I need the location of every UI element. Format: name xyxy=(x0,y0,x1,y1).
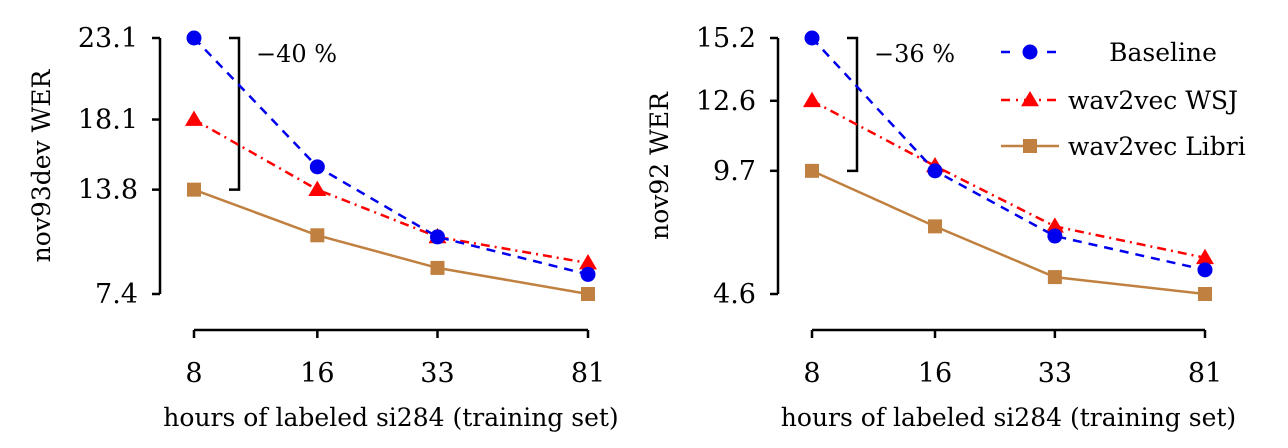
series-line xyxy=(811,169,1206,296)
series-line xyxy=(193,37,589,276)
reduction-label: −36 % xyxy=(874,40,955,68)
legend-item-baseline: Baseline xyxy=(1001,38,1217,67)
y-axis: 7.4 13.8 18.1 23.1 xyxy=(78,23,162,310)
data-point xyxy=(187,182,201,197)
x-axis-label: hours of labeled si284 (training set) xyxy=(163,403,618,432)
data-point xyxy=(429,229,445,245)
series-wav2vec-libri xyxy=(805,163,1212,301)
x-tick-label: 33 xyxy=(1038,358,1072,389)
series-line xyxy=(811,99,1206,259)
circle-marker-icon xyxy=(1022,44,1038,60)
reduction-annotation: −40 % xyxy=(229,36,337,191)
data-point xyxy=(1197,262,1213,278)
y-tick-label: 9.7 xyxy=(713,156,756,187)
series-line xyxy=(193,188,589,296)
x-axis: 8 16 33 81 xyxy=(803,328,1222,389)
data-point xyxy=(309,159,325,175)
y-tick-label: 7.4 xyxy=(95,279,138,310)
legend-item-wav2vec-libri: wav2vec Libri xyxy=(1001,132,1246,161)
x-tick-label: 16 xyxy=(300,358,334,389)
x-tick-label: 81 xyxy=(571,358,605,389)
y-axis-label: nov92 WER xyxy=(645,91,674,240)
data-point xyxy=(805,163,819,178)
series-wav2vec-wsj xyxy=(803,91,1214,265)
legend-label: wav2vec Libri xyxy=(1068,132,1246,161)
data-point xyxy=(580,266,596,282)
y-axis-label: nov93dev WER xyxy=(27,68,56,262)
y-tick-label: 15.2 xyxy=(696,23,756,54)
x-axis-label: hours of labeled si284 (training set) xyxy=(781,403,1236,432)
series-baseline xyxy=(186,30,596,282)
legend-label: wav2vec WSJ xyxy=(1068,86,1238,115)
y-tick-label: 13.8 xyxy=(78,175,138,206)
right-chart-nov92: 4.6 9.7 12.6 15.2 8 16 33 81 nov92 WER hours o… xyxy=(645,23,1236,432)
y-tick-label: 12.6 xyxy=(696,86,756,117)
data-point xyxy=(1047,270,1062,285)
x-tick-label: 81 xyxy=(1188,358,1222,389)
legend: Baseline wav2vec WSJ wav2vec Libri xyxy=(1001,38,1246,161)
x-axis: 8 16 33 81 xyxy=(185,328,605,389)
data-point xyxy=(928,219,943,234)
reduction-annotation: −36 % xyxy=(847,36,955,173)
data-point xyxy=(185,110,203,126)
series-baseline xyxy=(804,30,1213,278)
legend-label: Baseline xyxy=(1109,38,1217,67)
x-tick-label: 8 xyxy=(185,358,202,389)
series-layer xyxy=(185,30,597,301)
data-point xyxy=(927,163,943,179)
x-tick-label: 16 xyxy=(918,358,952,389)
data-point xyxy=(804,30,820,46)
series-wav2vec-libri xyxy=(187,182,595,301)
triangle-marker-icon xyxy=(1021,91,1039,107)
y-tick-label: 18.1 xyxy=(78,105,138,136)
series-line xyxy=(193,118,589,265)
data-point xyxy=(308,180,327,196)
y-tick-label: 23.1 xyxy=(78,23,138,54)
data-point xyxy=(186,30,202,46)
data-point xyxy=(579,254,597,270)
series-wav2vec-wsj xyxy=(185,110,597,270)
y-tick-label: 4.6 xyxy=(713,279,756,310)
data-point xyxy=(1198,287,1212,301)
square-marker-icon xyxy=(1023,139,1037,153)
reduction-bracket xyxy=(229,36,241,191)
reduction-bracket xyxy=(847,36,859,173)
data-point xyxy=(1196,248,1214,265)
data-point xyxy=(310,228,325,243)
y-axis: 4.6 9.7 12.6 15.2 xyxy=(696,23,780,310)
left-chart-nov93dev: 7.4 13.8 18.1 23.1 8 16 33 81 nov93dev WER hou… xyxy=(27,23,619,432)
data-point xyxy=(581,287,595,301)
data-point xyxy=(1047,228,1063,244)
x-tick-label: 33 xyxy=(420,358,454,389)
x-tick-label: 8 xyxy=(803,358,820,389)
series-layer xyxy=(803,30,1214,301)
data-point xyxy=(803,91,821,108)
legend-item-wav2vec-wsj: wav2vec WSJ xyxy=(1001,86,1238,115)
data-point xyxy=(1045,217,1064,233)
reduction-label: −40 % xyxy=(256,40,337,68)
data-point xyxy=(430,260,445,275)
